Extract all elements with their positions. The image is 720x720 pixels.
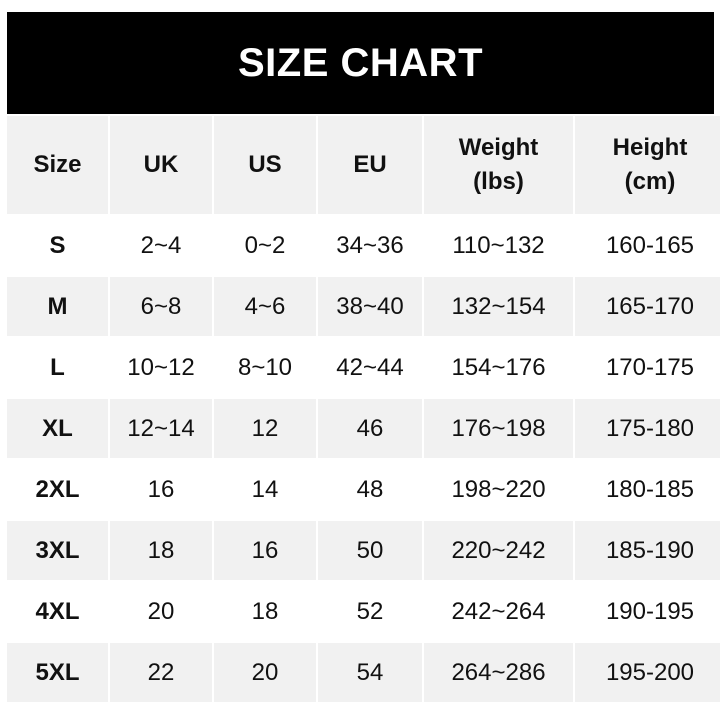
header-height: Height (cm)	[575, 116, 720, 214]
table-row: XL 12~14 12 46 176~198 175-180	[7, 399, 720, 458]
cell-size: S	[49, 231, 66, 259]
header-text: UK	[143, 151, 179, 178]
header-text: Size	[33, 151, 82, 178]
cell-size: 3XL	[7, 521, 108, 580]
cell-uk: 16	[147, 475, 175, 503]
cell-weight: 264~286	[424, 643, 573, 702]
table-row: 3XL 18 16 50 220~242 185-190	[7, 521, 720, 580]
cell-eu: 48	[356, 475, 384, 503]
cell-height: 195-200	[575, 643, 720, 702]
cell-weight: 220~242	[424, 521, 573, 580]
cell-eu: 46	[318, 399, 422, 458]
header-eu: EU	[318, 116, 422, 214]
table-row: 2XL 16 14 48 198~220 180-185	[7, 460, 720, 519]
cell-weight: 176~198	[424, 399, 573, 458]
cell-uk: 2~4	[140, 231, 182, 259]
cell-weight: 154~176	[451, 353, 546, 381]
cell-height: 175-180	[575, 399, 720, 458]
cell-height: 165-170	[575, 277, 720, 336]
cell-us: 14	[251, 475, 279, 503]
header-size: Size	[7, 116, 108, 214]
cell-eu: 34~36	[336, 231, 404, 259]
cell-us: 20	[214, 643, 316, 702]
cell-height: 160-165	[605, 231, 695, 259]
cell-eu: 42~44	[336, 353, 404, 381]
size-table: Size UK US EU Weight (lbs) Height (cm) S 2~4 0~2 34…	[5, 114, 720, 704]
cell-eu: 50	[318, 521, 422, 580]
cell-weight: 242~264	[451, 597, 546, 625]
cell-uk: 22	[110, 643, 212, 702]
header-text: US	[248, 151, 282, 178]
header-weight: Weight (lbs)	[424, 116, 573, 214]
header-text: (cm)	[624, 168, 676, 195]
cell-size: 5XL	[7, 643, 108, 702]
header-text: EU	[353, 151, 387, 178]
header-row: Size UK US EU Weight (lbs) Height (cm)	[7, 116, 720, 214]
cell-us: 4~6	[214, 277, 316, 336]
header-us: US	[214, 116, 316, 214]
cell-height: 185-190	[575, 521, 720, 580]
header-text: Weight	[458, 134, 539, 161]
cell-weight: 132~154	[424, 277, 573, 336]
cell-size: XL	[7, 399, 108, 458]
cell-height: 170-175	[605, 353, 695, 381]
cell-uk: 6~8	[110, 277, 212, 336]
cell-height: 180-185	[605, 475, 695, 503]
cell-eu: 52	[356, 597, 384, 625]
cell-eu: 38~40	[318, 277, 422, 336]
table-row: 5XL 22 20 54 264~286 195-200	[7, 643, 720, 702]
cell-height: 190-195	[605, 597, 695, 625]
cell-uk: 10~12	[127, 353, 195, 381]
cell-weight: 110~132	[452, 231, 545, 259]
table-row: S 2~4 0~2 34~36 110~132 160-165	[7, 216, 720, 275]
cell-us: 12	[214, 399, 316, 458]
cell-size: M	[7, 277, 108, 336]
table-row: 4XL 20 18 52 242~264 190-195	[7, 582, 720, 641]
table-row: L 10~12 8~10 42~44 154~176 170-175	[7, 338, 720, 397]
header-text: Height	[612, 134, 688, 161]
cell-size: 4XL	[35, 597, 80, 625]
cell-eu: 54	[318, 643, 422, 702]
cell-uk: 12~14	[110, 399, 212, 458]
cell-us: 0~2	[244, 231, 286, 259]
cell-us: 8~10	[237, 353, 293, 381]
header-uk: UK	[110, 116, 212, 214]
header-text: (lbs)	[473, 168, 524, 195]
cell-size: L	[50, 353, 65, 381]
cell-size: 2XL	[35, 475, 80, 503]
cell-us: 16	[214, 521, 316, 580]
cell-weight: 198~220	[451, 475, 546, 503]
table-row: M 6~8 4~6 38~40 132~154 165-170	[7, 277, 720, 336]
size-chart-title: SIZE CHART	[7, 12, 714, 114]
cell-us: 18	[251, 597, 279, 625]
cell-uk: 20	[147, 597, 175, 625]
cell-uk: 18	[110, 521, 212, 580]
